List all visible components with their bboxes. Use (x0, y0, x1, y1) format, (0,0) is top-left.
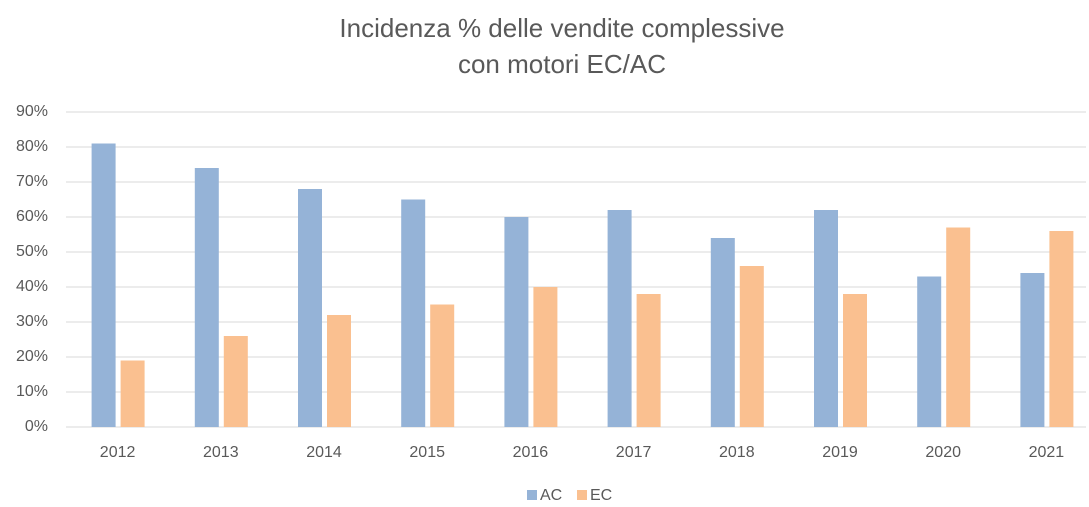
chart-title: Incidenza % delle vendite complessive (339, 13, 784, 43)
bar (194, 168, 219, 427)
bar (1049, 231, 1074, 427)
x-tick-label: 2019 (822, 444, 858, 461)
bar (636, 294, 661, 427)
x-tick-label: 2020 (925, 444, 961, 461)
x-tick-label: 2018 (719, 444, 755, 461)
bar (91, 143, 116, 427)
y-tick-label: 80% (16, 138, 48, 155)
x-tick-label: 2014 (306, 444, 342, 461)
bar (607, 210, 632, 427)
bar (504, 217, 529, 427)
bar (917, 276, 942, 427)
bar (814, 210, 838, 427)
bar (120, 360, 145, 427)
y-tick-label: 30% (16, 313, 48, 330)
y-tick-label: 50% (16, 243, 48, 260)
bar (946, 227, 971, 427)
y-tick-label: 20% (16, 348, 48, 365)
x-tick-label: 2015 (409, 444, 445, 461)
legend-label: EC (590, 487, 612, 504)
bar (739, 266, 764, 427)
y-tick-label: 10% (16, 383, 48, 400)
y-tick-label: 60% (16, 208, 48, 225)
bar (533, 287, 558, 427)
chart-title: con motori EC/AC (458, 49, 666, 79)
y-tick-label: 40% (16, 278, 48, 295)
legend-label: AC (540, 487, 562, 504)
legend-swatch (527, 490, 537, 500)
y-tick-label: 0% (25, 418, 48, 435)
legend-swatch (577, 490, 587, 500)
bar (298, 189, 322, 427)
bar (1020, 273, 1045, 427)
bar (710, 238, 735, 427)
x-tick-label: 2017 (616, 444, 652, 461)
x-tick-label: 2021 (1029, 444, 1065, 461)
bar (401, 199, 426, 427)
x-tick-label: 2016 (513, 444, 549, 461)
y-tick-label: 90% (16, 103, 48, 120)
bar (327, 315, 351, 427)
x-tick-label: 2013 (203, 444, 239, 461)
x-tick-label: 2012 (100, 444, 136, 461)
bar (223, 336, 248, 427)
y-tick-label: 70% (16, 173, 48, 190)
bar (843, 294, 867, 427)
bar (430, 304, 455, 427)
